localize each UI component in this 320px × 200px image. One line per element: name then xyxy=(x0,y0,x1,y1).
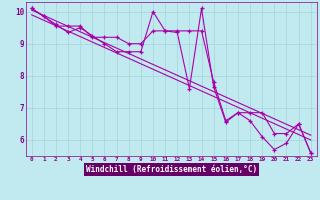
X-axis label: Windchill (Refroidissement éolien,°C): Windchill (Refroidissement éolien,°C) xyxy=(86,165,257,174)
